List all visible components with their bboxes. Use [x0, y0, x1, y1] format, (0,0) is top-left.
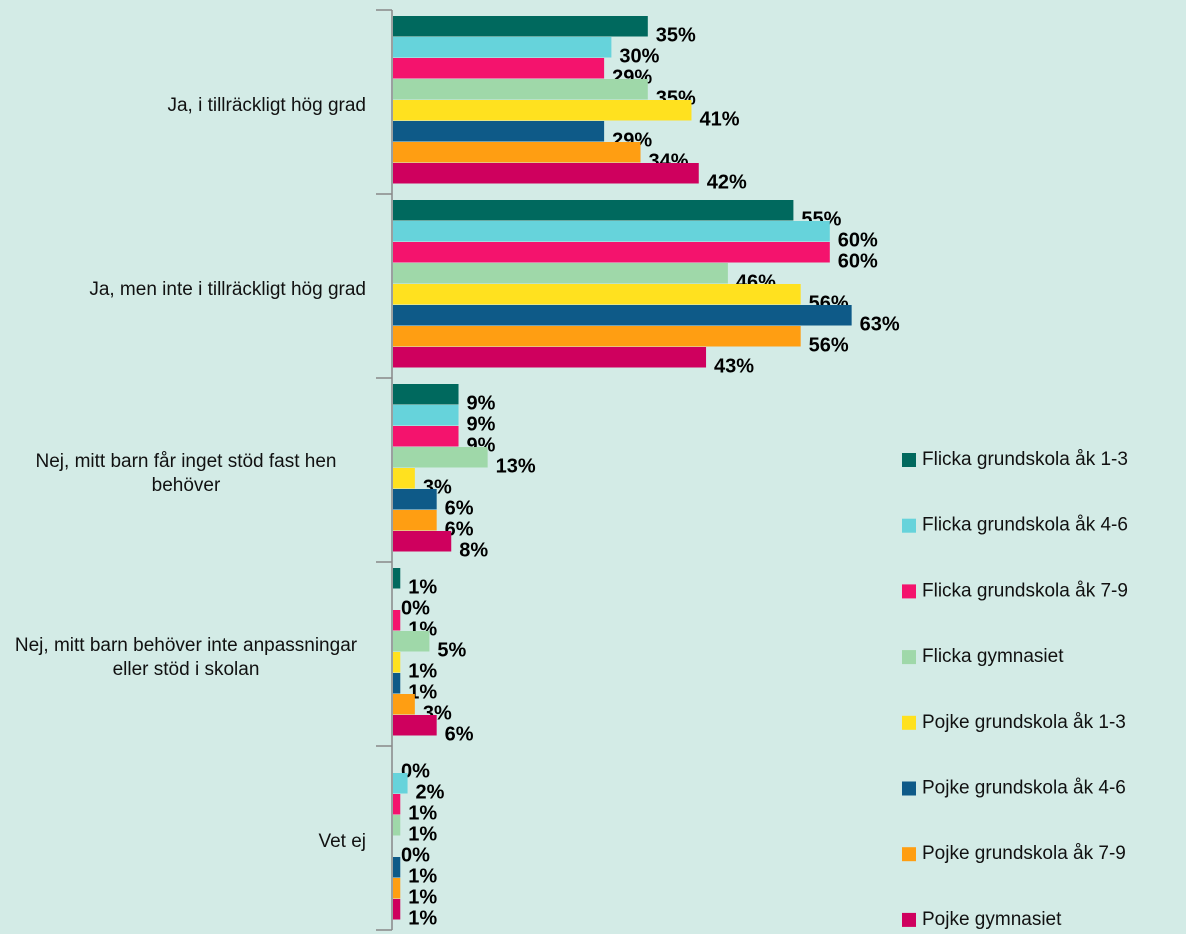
data-label: 30%: [619, 46, 659, 68]
legend-swatch: [902, 781, 916, 796]
legend-label: Flicka grundskola åk 1-3: [922, 449, 1128, 470]
data-label: 0%: [401, 845, 430, 867]
bar: [393, 568, 401, 589]
bar: [393, 16, 648, 37]
data-label: 35%: [656, 25, 696, 47]
bar: [393, 715, 437, 736]
data-label: 6%: [445, 724, 474, 746]
bar: [393, 694, 415, 715]
data-label: 43%: [714, 356, 754, 378]
bar: [393, 773, 408, 794]
data-label: 1%: [408, 887, 437, 909]
bar: [393, 142, 641, 163]
data-label: 1%: [408, 661, 437, 683]
bar: [393, 426, 459, 447]
data-label: 1%: [408, 866, 437, 888]
bar: [393, 405, 459, 426]
legend-swatch: [902, 912, 916, 927]
bar: [393, 899, 401, 920]
data-label: 42%: [707, 172, 747, 194]
bar: [393, 384, 459, 405]
bar: [393, 326, 801, 347]
bar: [393, 37, 612, 58]
category-label: Nej, mitt barn får inget stöd fast hen b…: [35, 451, 337, 496]
legend-swatch: [902, 584, 916, 599]
legend-swatch: [902, 847, 916, 862]
bar: [393, 673, 401, 694]
data-label: 13%: [496, 456, 536, 478]
legend-label: Pojke grundskola åk 4-6: [922, 778, 1126, 799]
data-label: 63%: [860, 314, 900, 336]
bar: [393, 857, 401, 878]
data-label: 60%: [838, 230, 878, 252]
bar: [393, 447, 488, 468]
bar: [393, 815, 401, 836]
legend-label: Pojke gymnasiet: [922, 909, 1062, 930]
data-label: 41%: [699, 109, 739, 131]
data-label: 1%: [408, 682, 437, 704]
legend-swatch: [902, 715, 916, 730]
bar: [393, 284, 801, 305]
category-label: Nej, mitt barn behöver inte anpassningar…: [14, 635, 358, 680]
data-label: 2%: [416, 782, 445, 804]
data-label: 0%: [401, 598, 430, 620]
data-label: 1%: [408, 577, 437, 599]
data-label: 9%: [467, 414, 496, 436]
legend-label: Pojke grundskola åk 1-3: [922, 712, 1126, 733]
category-label: Vet ej: [318, 831, 366, 852]
legend-swatch: [902, 453, 916, 467]
legend-label: Flicka grundskola åk 4-6: [922, 515, 1128, 536]
legend-swatch: [902, 518, 916, 533]
bar: [393, 242, 830, 263]
bar: [393, 100, 692, 121]
bar: [393, 631, 430, 652]
bar: [393, 221, 830, 242]
data-label: 5%: [437, 640, 466, 662]
bar: [393, 610, 401, 631]
bar: [393, 79, 648, 100]
data-label: 1%: [408, 824, 437, 846]
bar: [393, 510, 437, 531]
data-label: 9%: [467, 393, 496, 415]
bar: [393, 163, 699, 184]
category-label: Ja, men inte i tillräckligt hög grad: [89, 279, 366, 300]
bar: [393, 121, 605, 142]
data-label: 56%: [809, 335, 849, 357]
data-label: 0%: [401, 761, 430, 783]
bar: [393, 263, 728, 284]
data-label: 1%: [408, 803, 437, 825]
bar: [393, 652, 401, 673]
bar: [393, 794, 401, 815]
category-label: Ja, i tillräckligt hög grad: [167, 95, 366, 116]
data-label: 6%: [445, 519, 474, 541]
legend-label: Pojke grundskola åk 7-9: [922, 843, 1126, 864]
legend-label: Flicka grundskola åk 7-9: [922, 580, 1128, 601]
bar: [393, 489, 437, 510]
bar: [393, 878, 401, 899]
bar: [393, 200, 794, 221]
bar: [393, 531, 452, 552]
bar: [393, 347, 707, 368]
data-label: 60%: [838, 251, 878, 273]
bar: [393, 305, 852, 326]
bar: [393, 468, 415, 489]
bar: [393, 58, 605, 79]
legend-swatch: [902, 650, 916, 665]
legend-label: Flicka gymnasiet: [922, 646, 1064, 667]
data-label: 8%: [459, 540, 488, 562]
data-label: 6%: [445, 498, 474, 520]
data-label: 1%: [408, 908, 437, 930]
